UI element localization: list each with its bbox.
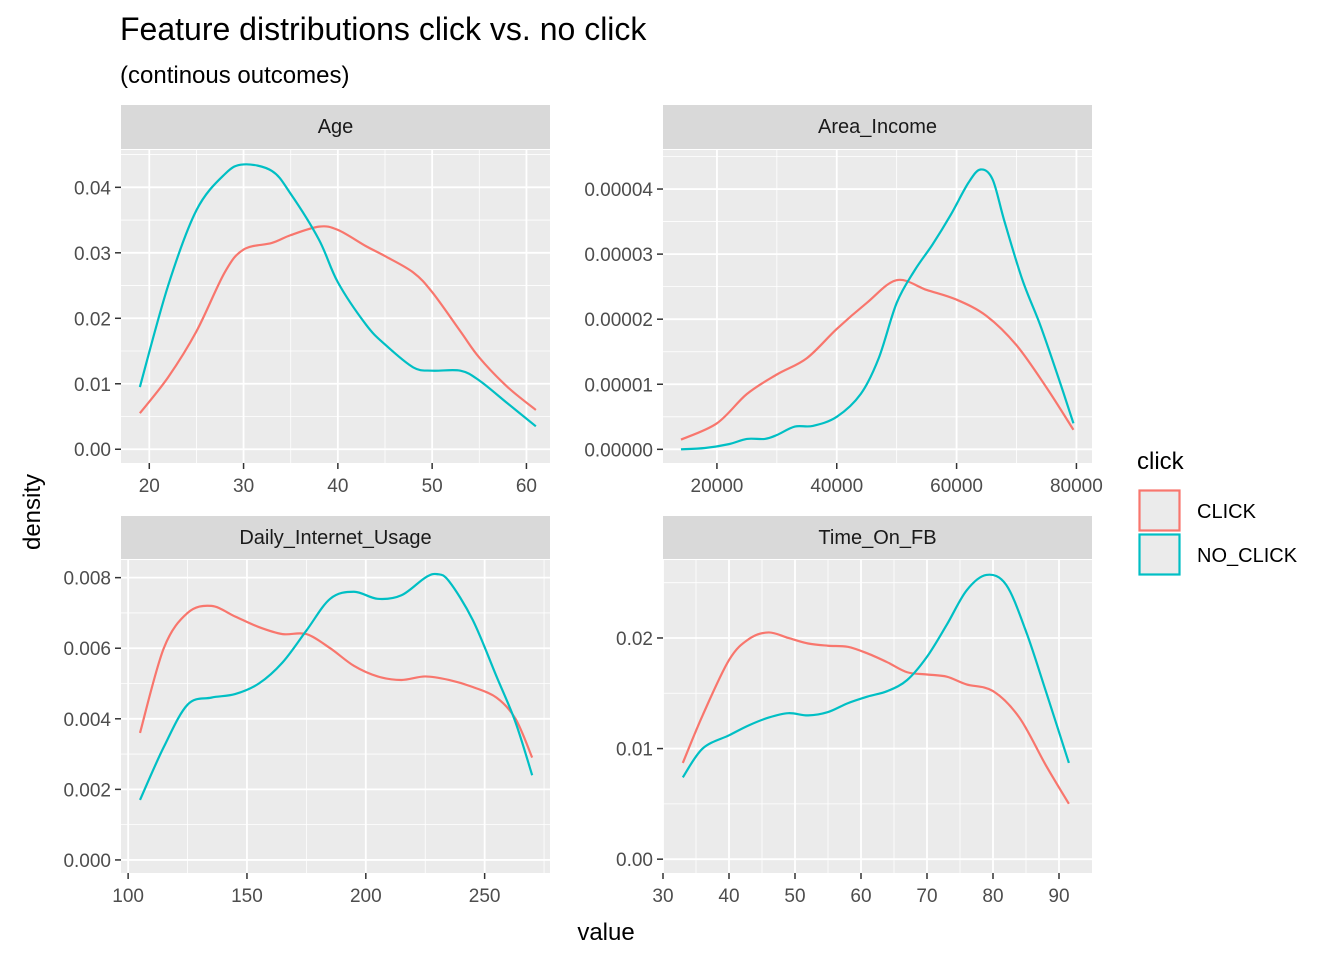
y-tick-label: 0.01: [616, 740, 653, 761]
x-tick-label: 60000: [930, 476, 983, 497]
strip-label-area-income: Area_Income: [818, 116, 937, 138]
y-axis-area-income: 0.00000 0.00001 0.00002 0.00003 0.00004: [584, 180, 663, 461]
density-line-no-click: [681, 573, 1070, 778]
plot-area-daily-internet-usage: [121, 560, 550, 873]
x-tick-label: 40: [718, 886, 739, 907]
legend-label: CLICK: [1197, 501, 1257, 523]
legend-title: click: [1137, 448, 1185, 475]
panels: Age 20 30 40 50 60 0.00 0.01 0.02 0.03 0.04 Area_In…: [63, 105, 1103, 907]
series-lines-area-income: [680, 168, 1075, 451]
x-axis-daily-internet-usage: 100 150 200 250: [112, 873, 500, 907]
legend-item-click: CLICK: [1137, 488, 1257, 533]
y-axis-age: 0.00 0.01 0.02 0.03 0.04: [74, 178, 121, 461]
plot-area-time-on-fb: [663, 560, 1092, 873]
x-tick-label: 60: [516, 476, 537, 497]
x-tick-label: 30: [233, 476, 254, 497]
x-tick-label: 40000: [810, 476, 863, 497]
series-lines-time-on-fb: [681, 573, 1070, 805]
y-tick-label: 0.008: [63, 569, 111, 590]
x-tick-label: 200: [350, 886, 382, 907]
density-line-click: [681, 631, 1070, 805]
y-tick-label: 0.004: [63, 710, 111, 731]
y-tick-label: 0.00003: [584, 245, 653, 266]
panel-time-on-fb: Time_On_FB 30 40 50 60 70 80 90 0.00 0.01 0.02: [616, 516, 1092, 907]
strip-age: [121, 105, 550, 149]
y-tick-label: 0.04: [74, 178, 111, 199]
y-tick-label: 0.00: [74, 440, 111, 461]
gridlines-area-income: [663, 150, 1092, 463]
strip-time-on-fb: [663, 516, 1092, 559]
y-tick-label: 0.00: [616, 850, 653, 871]
density-line-no-click: [680, 168, 1075, 451]
strip-label-time-on-fb: Time_On_FB: [818, 527, 936, 549]
series-lines-age: [138, 163, 537, 428]
y-tick-label: 0.00004: [584, 180, 653, 201]
x-tick-label: 50: [422, 476, 443, 497]
x-axis-time-on-fb: 30 40 50 60 70 80 90: [652, 873, 1070, 907]
legend-key-swatch: [1138, 489, 1181, 532]
strip-label-age: Age: [318, 116, 354, 138]
x-tick-label: 80: [982, 886, 1003, 907]
x-tick-label: 20: [139, 476, 160, 497]
x-tick-label: 90: [1048, 886, 1069, 907]
y-tick-label: 0.00002: [584, 310, 653, 331]
x-tick-label: 80000: [1050, 476, 1103, 497]
plot-area-area-income: [663, 150, 1092, 463]
gridlines-time-on-fb: [662, 560, 1092, 873]
y-tick-label: 0.002: [63, 780, 111, 801]
chart-title: Feature distributions click vs. no click: [120, 11, 647, 47]
panel-age: Age 20 30 40 50 60 0.00 0.01 0.02 0.03 0.04: [74, 105, 550, 497]
x-tick-label: 70: [916, 886, 937, 907]
y-axis-daily-internet-usage: 0.000 0.002 0.004 0.006 0.008: [63, 569, 121, 872]
plot-area-age: [121, 150, 550, 463]
y-tick-label: 0.00000: [584, 440, 653, 461]
y-tick-label: 0.00001: [584, 375, 653, 396]
x-tick-label: 40: [327, 476, 348, 497]
y-axis-title: density: [19, 474, 46, 550]
density-line-click: [138, 604, 534, 759]
legend-items: CLICK NO_CLICK: [1137, 488, 1298, 577]
strip-label-daily-internet-usage: Daily_Internet_Usage: [239, 527, 431, 549]
y-tick-label: 0.02: [616, 629, 653, 650]
x-axis-area-income: 20000 40000 60000 80000: [691, 463, 1103, 497]
x-tick-label: 30: [652, 886, 673, 907]
y-tick-label: 0.000: [63, 851, 111, 872]
strip-daily-internet-usage: [121, 516, 550, 559]
y-tick-label: 0.01: [74, 375, 111, 396]
x-axis-age: 20 30 40 50 60: [139, 463, 537, 497]
y-axis-time-on-fb: 0.00 0.01 0.02: [616, 629, 663, 871]
x-tick-label: 50: [784, 886, 805, 907]
x-axis-title: value: [577, 919, 634, 946]
density-line-click: [680, 278, 1075, 441]
density-line-no-click: [139, 572, 534, 801]
y-tick-label: 0.02: [74, 309, 111, 330]
x-tick-label: 60: [850, 886, 871, 907]
chart-subtitle: (continous outcomes): [120, 62, 349, 89]
density-line-click: [138, 225, 537, 414]
legend-item-no-click: NO_CLICK: [1137, 532, 1298, 577]
density-line-no-click: [138, 163, 537, 428]
series-lines-daily-internet-usage: [138, 572, 534, 801]
x-tick-label: 20000: [691, 476, 744, 497]
legend: click CLICK NO_CLICK: [1137, 448, 1298, 577]
legend-key-swatch: [1138, 533, 1181, 576]
x-tick-label: 100: [112, 886, 144, 907]
x-tick-label: 250: [469, 886, 501, 907]
legend-label: NO_CLICK: [1197, 545, 1298, 567]
y-tick-label: 0.03: [74, 244, 111, 265]
x-tick-label: 150: [231, 886, 263, 907]
strip-area-income: [663, 105, 1092, 149]
y-tick-label: 0.006: [63, 639, 111, 660]
